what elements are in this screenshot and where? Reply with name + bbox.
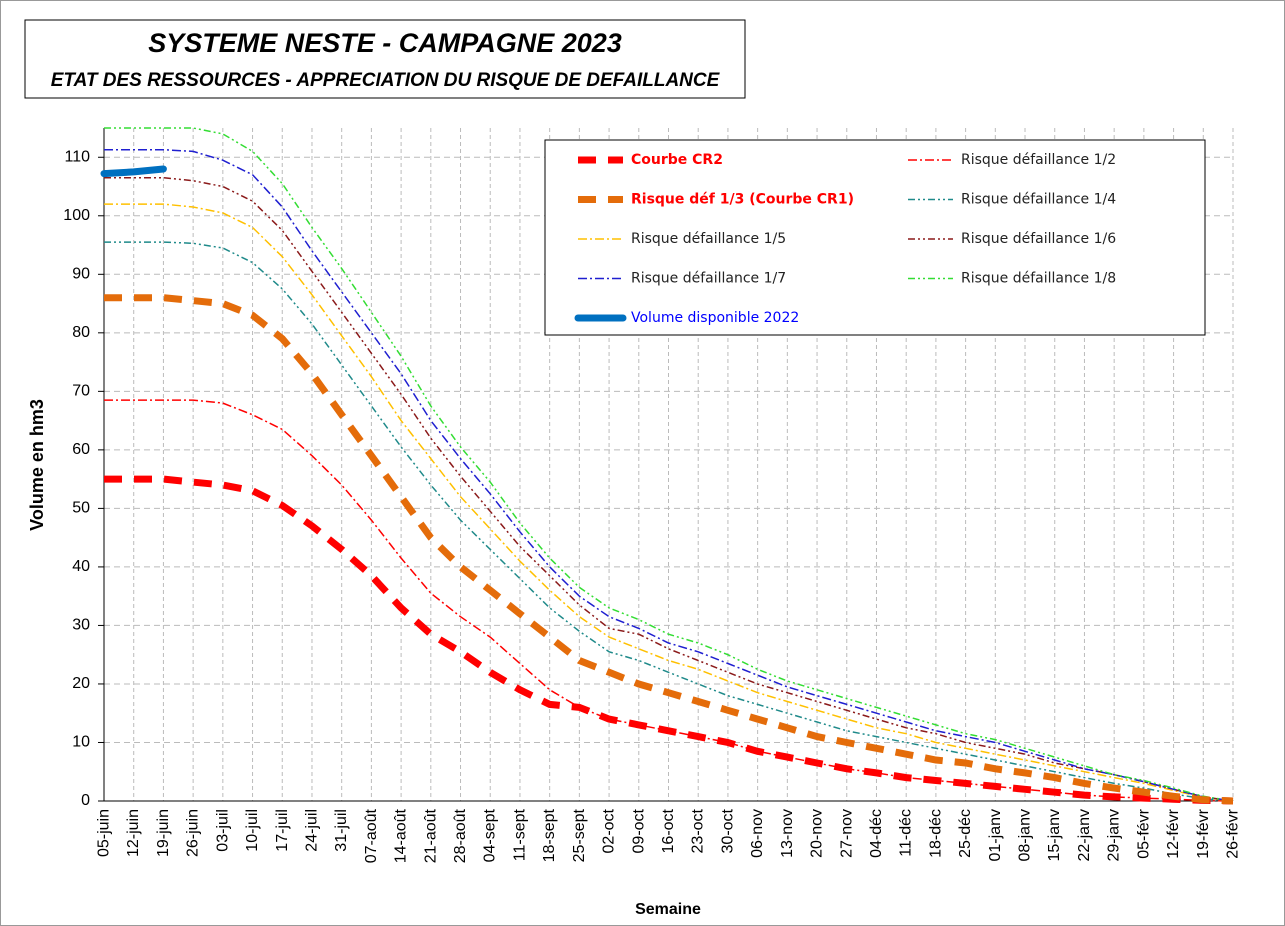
x-tick-label: 29-janv bbox=[1106, 809, 1123, 861]
legend-label: Risque défaillance 1/8 bbox=[961, 271, 1116, 287]
x-tick-label: 26-juin bbox=[185, 809, 202, 857]
x-tick-label: 13-nov bbox=[779, 809, 796, 858]
x-tick-label: 12-juin bbox=[125, 809, 142, 857]
y-tick-label: 30 bbox=[72, 617, 90, 634]
x-tick-label: 06-nov bbox=[749, 809, 766, 858]
x-tick-label: 14-août bbox=[393, 808, 410, 863]
y-tick-label: 100 bbox=[63, 207, 90, 224]
x-tick-label: 30-oct bbox=[719, 808, 736, 853]
y-tick-label: 80 bbox=[72, 324, 90, 341]
legend-label: Risque défaillance 1/6 bbox=[961, 231, 1116, 247]
x-tick-label: 23-oct bbox=[690, 808, 707, 853]
x-tick-label: 11-sept bbox=[511, 808, 528, 861]
y-tick-label: 90 bbox=[72, 266, 90, 283]
x-tick-label: 04-déc bbox=[868, 809, 885, 858]
y-tick-label: 20 bbox=[72, 675, 90, 692]
x-tick-label: 27-nov bbox=[838, 809, 855, 858]
x-tick-label: 15-janv bbox=[1046, 809, 1063, 861]
x-tick-label: 02-oct bbox=[601, 808, 618, 853]
series-line bbox=[104, 241, 1234, 802]
series-line bbox=[104, 148, 1234, 802]
x-tick-label: 18-déc bbox=[927, 809, 944, 858]
x-tick-label: 11-déc bbox=[898, 809, 915, 857]
chart-title: SYSTEME NESTE - CAMPAGNE 2023 bbox=[148, 28, 622, 58]
x-tick-label: 08-janv bbox=[1017, 809, 1034, 861]
x-tick-label: 07-août bbox=[363, 808, 380, 863]
y-tick-label: 0 bbox=[81, 792, 90, 809]
series-line bbox=[104, 127, 1234, 802]
x-tick-label: 05-juin bbox=[96, 809, 113, 857]
y-tick-label: 60 bbox=[72, 441, 90, 458]
legend-label: Risque défaillance 1/4 bbox=[961, 192, 1116, 208]
legend-label: Risque défaillance 1/5 bbox=[631, 231, 786, 247]
x-tick-label: 19-juin bbox=[155, 809, 172, 857]
x-tick-label: 12-févr bbox=[1165, 808, 1182, 858]
y-axis-label: Volume en hm3 bbox=[27, 399, 47, 531]
x-tick-label: 31-juil bbox=[333, 809, 350, 852]
y-tick-label: 10 bbox=[72, 734, 90, 751]
y-tick-label: 50 bbox=[72, 500, 90, 517]
x-tick-label: 16-oct bbox=[660, 808, 677, 853]
legend-label: Volume disponible 2022 bbox=[631, 310, 799, 326]
title-box bbox=[24, 19, 746, 99]
x-tick-label: 26-févr bbox=[1225, 808, 1242, 858]
series-line bbox=[104, 203, 1234, 802]
x-tick-label: 28-août bbox=[452, 808, 469, 863]
x-tick-label: 21-août bbox=[422, 808, 439, 863]
y-tick-label: 70 bbox=[72, 383, 90, 400]
x-tick-label: 09-oct bbox=[630, 808, 647, 853]
legend-box bbox=[544, 139, 1206, 336]
legend-label: Risque défaillance 1/7 bbox=[631, 271, 786, 287]
x-tick-label: 25-sept bbox=[571, 808, 588, 862]
y-tick-label: 110 bbox=[64, 148, 90, 165]
legend-label: Risque déf 1/3 (Courbe CR1) bbox=[631, 192, 854, 208]
series-line bbox=[100, 165, 167, 178]
y-tick-label: 40 bbox=[72, 558, 90, 575]
x-tick-label: 18-sept bbox=[541, 808, 558, 862]
series-line bbox=[104, 475, 1234, 805]
x-tick-label: 05-févr bbox=[1135, 808, 1152, 858]
chart-subtitle: ETAT DES RESSOURCES - APPRECIATION DU RI… bbox=[51, 70, 721, 91]
x-tick-label: 10-juil bbox=[244, 809, 261, 852]
series-line bbox=[104, 176, 1234, 802]
x-tick-label: 17-juil bbox=[274, 809, 291, 852]
x-tick-label: 22-janv bbox=[1076, 809, 1093, 861]
x-tick-label: 24-juil bbox=[303, 809, 320, 852]
x-tick-label: 25-déc bbox=[957, 809, 974, 858]
x-tick-label: 01-janv bbox=[987, 809, 1004, 861]
x-tick-label: 03-juil bbox=[214, 809, 231, 852]
x-tick-label: 20-nov bbox=[809, 809, 826, 858]
x-tick-label: 04-sept bbox=[482, 808, 499, 862]
series-line bbox=[104, 294, 1234, 805]
x-tick-label: 19-févr bbox=[1195, 808, 1212, 858]
x-axis-label: Semaine bbox=[635, 901, 701, 918]
legend-label: Courbe CR2 bbox=[631, 152, 723, 168]
legend-label: Risque défaillance 1/2 bbox=[961, 152, 1116, 168]
